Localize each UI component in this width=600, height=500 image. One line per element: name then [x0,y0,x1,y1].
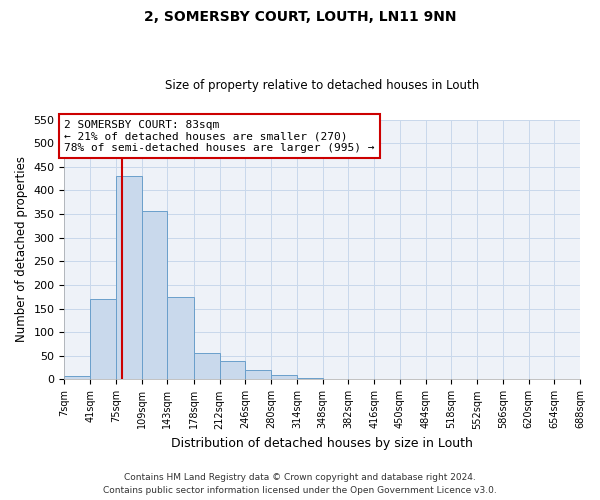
Bar [116,176,142,380]
Text: 2, SOMERSBY COURT, LOUTH, LN11 9NN: 2, SOMERSBY COURT, LOUTH, LN11 9NN [144,10,456,24]
Text: 2 SOMERSBY COURT: 83sqm
← 21% of detached houses are smaller (270)
78% of semi-d: 2 SOMERSBY COURT: 83sqm ← 21% of detache… [64,120,375,153]
Y-axis label: Number of detached properties: Number of detached properties [15,156,28,342]
Bar [64,376,90,380]
Bar [167,297,194,380]
Bar [142,211,167,380]
X-axis label: Distribution of detached houses by size in Louth: Distribution of detached houses by size … [171,437,473,450]
Bar [271,374,297,380]
Bar [220,362,245,380]
Bar [90,299,116,380]
Bar [245,370,271,380]
Text: Contains HM Land Registry data © Crown copyright and database right 2024.
Contai: Contains HM Land Registry data © Crown c… [103,474,497,495]
Title: Size of property relative to detached houses in Louth: Size of property relative to detached ho… [165,79,479,92]
Bar [194,354,220,380]
Bar [297,378,323,380]
